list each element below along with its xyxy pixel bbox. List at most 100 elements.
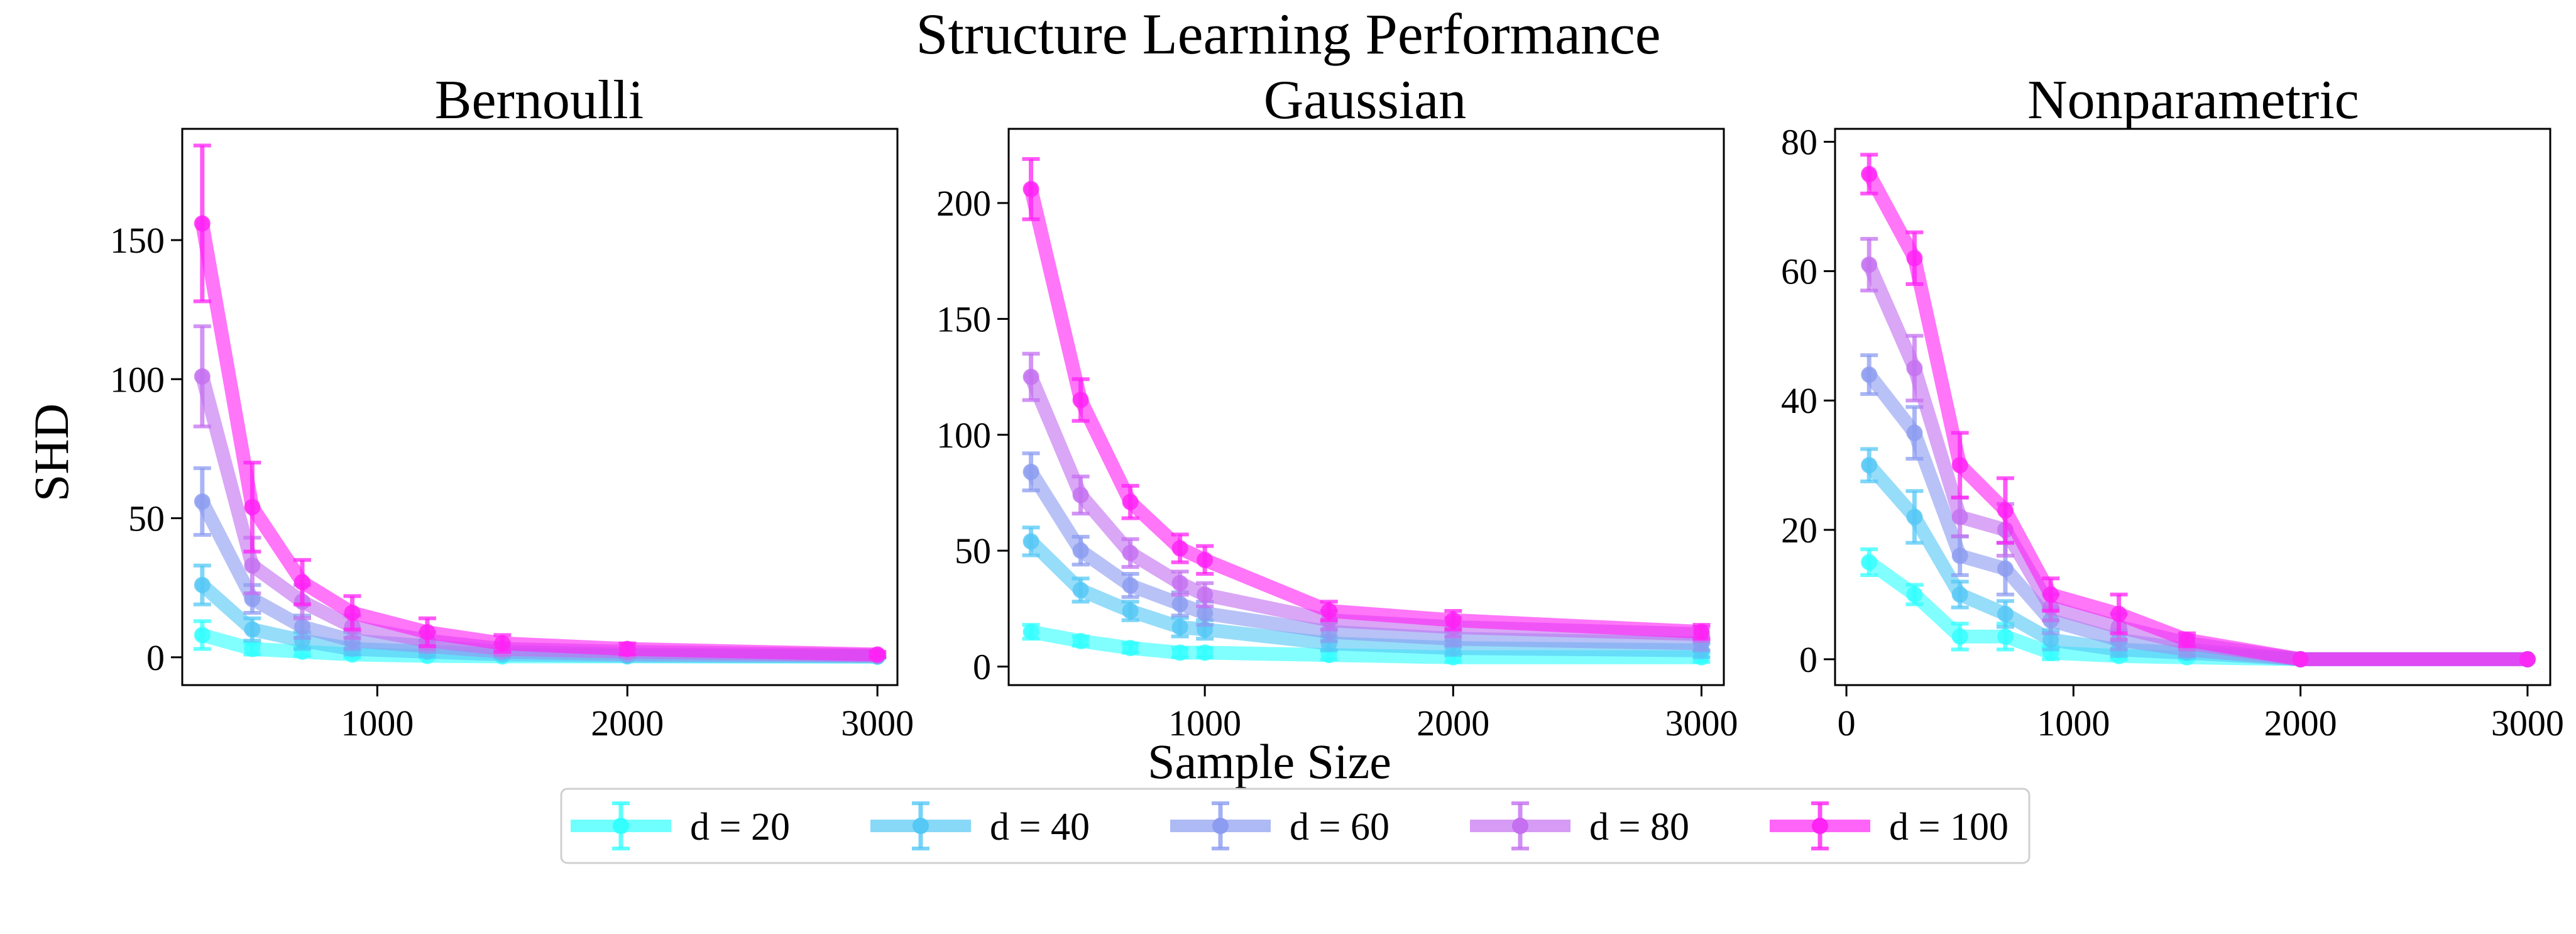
data-point	[2042, 631, 2059, 648]
data-point	[1197, 551, 1214, 568]
data-point	[1445, 612, 1462, 629]
data-point	[1171, 644, 1188, 661]
data-point	[1693, 624, 1710, 640]
legend-label: d = 20	[690, 806, 790, 849]
data-point	[1906, 586, 1923, 603]
legend-swatch-marker	[913, 818, 929, 834]
subplot-title: Bernoulli	[435, 70, 644, 131]
data-point	[1022, 624, 1039, 640]
data-point	[1861, 366, 1878, 383]
data-point	[1197, 586, 1214, 603]
data-point	[1951, 547, 1968, 564]
data-point	[1906, 508, 1923, 525]
x-tick-label: 3000	[841, 703, 914, 744]
subplot-bernoulli: Bernoulli 0 50 100 150 1000 2000 3000	[110, 70, 914, 744]
data-point	[244, 621, 261, 638]
data-point	[1951, 586, 1968, 603]
data-point	[194, 627, 211, 644]
data-point	[194, 493, 211, 510]
data-point	[1072, 542, 1089, 559]
data-point	[1122, 603, 1139, 619]
data-point	[1122, 640, 1139, 656]
y-tick-label: 60	[1781, 251, 1817, 292]
data-point	[1122, 493, 1139, 510]
x-tick-label: 0	[1838, 703, 1856, 744]
subplot-title: Nonparametric	[2027, 70, 2359, 131]
series-d-80	[193, 324, 887, 664]
y-tick-label: 50	[955, 530, 991, 571]
series-line	[1024, 625, 1709, 664]
legend-frame	[560, 788, 2031, 864]
data-point	[1197, 605, 1214, 622]
y-tick-label: 50	[128, 498, 165, 539]
y-tick-label: 150	[110, 220, 165, 261]
data-point	[1906, 360, 1923, 376]
data-point	[2292, 651, 2309, 668]
series-d-100	[1022, 157, 1711, 641]
plot-frame	[1007, 128, 1725, 686]
data-point	[1022, 463, 1039, 480]
legend-label: d = 40	[990, 806, 1090, 849]
data-point	[1861, 554, 1878, 571]
x-axis-label: Sample Size	[1148, 734, 1391, 789]
x-tick-label: 1000	[341, 703, 414, 744]
x-tick-label: 3000	[1665, 703, 1738, 744]
series-line	[1024, 182, 1709, 639]
y-tick-label: 40	[1781, 380, 1817, 421]
data-point	[1320, 603, 1337, 619]
data-point	[1022, 180, 1039, 197]
data-point	[194, 368, 211, 385]
y-tick-label: 0	[146, 637, 165, 678]
data-point	[1861, 166, 1878, 183]
y-tick-label: 100	[936, 415, 991, 456]
series-line	[1024, 370, 1709, 641]
data-point	[1951, 508, 1968, 525]
data-point	[869, 646, 886, 663]
data-point	[1072, 392, 1089, 409]
data-point	[1997, 628, 2014, 645]
data-point	[244, 557, 261, 574]
legend-swatch-marker	[1812, 818, 1828, 834]
data-point	[1997, 502, 2014, 519]
y-tick-label: 100	[110, 359, 165, 400]
legend-label: d = 60	[1290, 806, 1389, 849]
y-axis-label: SHD	[24, 404, 79, 502]
data-point	[1022, 533, 1039, 550]
y-tick-label: 0	[973, 647, 991, 688]
legend-item: d = 100	[1770, 801, 2009, 850]
data-point	[194, 215, 211, 232]
data-point	[344, 604, 361, 621]
legend-label: d = 100	[1889, 806, 2009, 849]
data-point	[419, 624, 436, 640]
data-point	[1861, 256, 1878, 273]
y-tick-label: 20	[1781, 510, 1817, 551]
data-point	[1861, 457, 1878, 474]
data-point	[1072, 581, 1089, 598]
data-point	[1951, 457, 1968, 474]
data-point	[1122, 577, 1139, 594]
data-point	[2110, 605, 2127, 622]
series-line	[1024, 534, 1709, 657]
data-point	[1997, 605, 2014, 622]
data-point	[293, 574, 310, 591]
legend-item: d = 60	[1170, 801, 1389, 850]
data-point	[1072, 632, 1089, 649]
data-point	[494, 635, 511, 652]
data-point	[293, 618, 310, 635]
data-point	[1171, 574, 1188, 591]
x-tick-label: 2000	[1417, 703, 1489, 744]
legend-swatch-marker	[1212, 818, 1229, 834]
data-point	[1171, 540, 1188, 557]
legend-item: d = 80	[1470, 801, 1689, 850]
data-point	[1022, 368, 1039, 385]
y-tick-label: 150	[936, 299, 991, 339]
data-point	[1997, 560, 2014, 577]
y-tick-label: 80	[1781, 122, 1817, 163]
data-point	[1951, 628, 1968, 645]
data-point	[1906, 250, 1923, 266]
data-point	[619, 640, 636, 657]
subplot-nonparametric: Nonparametric 0 20 40 60 80 0 1000 2000 3000	[1781, 70, 2564, 744]
subplot-gaussian: Gaussian 0 50 100 150 200 1000 2000 3000	[936, 70, 1738, 744]
data-point	[1906, 424, 1923, 441]
